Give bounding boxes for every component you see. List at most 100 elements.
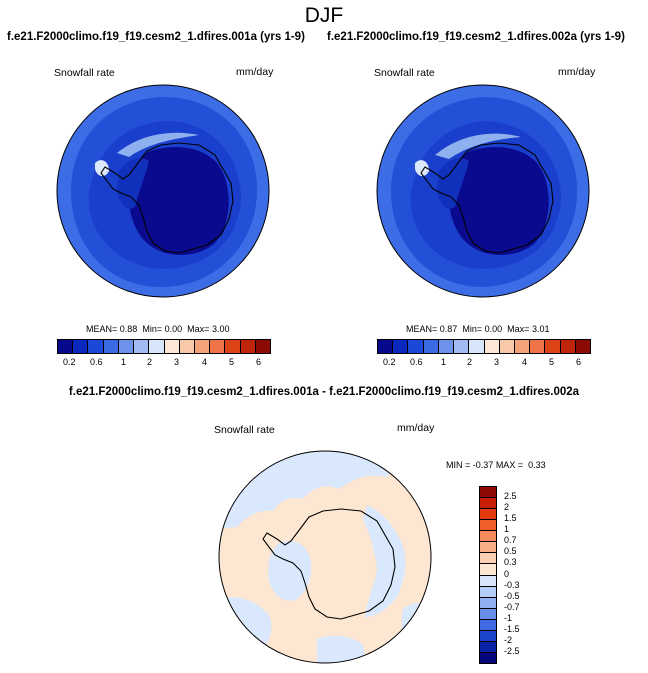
colorbar-right xyxy=(377,339,591,354)
pale-patch-west xyxy=(95,160,109,177)
stats-left: MEAN= 0.88 Min= 0.00 Max= 3.00 xyxy=(86,324,230,334)
colorbar-diff-tick: 2.5 xyxy=(504,491,517,501)
polar-map-left xyxy=(56,84,270,298)
colorbar-swatch xyxy=(103,340,119,353)
colorbar-diff-tick: -1.5 xyxy=(504,624,520,634)
colorbar-difference xyxy=(479,486,497,664)
variable-label-right: Snowfall rate xyxy=(374,67,435,79)
polar-map-difference xyxy=(218,450,432,664)
colorbar-swatch xyxy=(560,340,576,353)
colorbar-swatch xyxy=(194,340,211,353)
colorbar-swatch xyxy=(480,619,496,631)
colorbar-swatch xyxy=(480,487,496,499)
colorbar-left-tick: 0.6 xyxy=(90,357,103,367)
diff-field-cool xyxy=(317,635,365,663)
colorbar-swatch xyxy=(480,498,496,510)
colorbar-swatch xyxy=(575,340,591,353)
colorbar-swatch xyxy=(88,340,104,353)
diff-field-cool xyxy=(363,505,406,617)
colorbar-left-tick: 2 xyxy=(147,357,153,367)
colorbar-diff-tick: 1.5 xyxy=(504,513,517,523)
colorbar-swatch xyxy=(393,340,409,353)
colorbar-swatch xyxy=(408,340,424,353)
diff-field-cool xyxy=(401,603,431,663)
colorbar-swatch xyxy=(179,340,195,353)
colorbar-diff-tick: 0 xyxy=(504,569,510,579)
colorbar-swatch xyxy=(134,340,150,353)
colorbar-swatch xyxy=(480,553,496,565)
antarctic-dark-field xyxy=(117,158,149,209)
colorbar-diff-tick: -1 xyxy=(504,613,513,623)
colorbar-diff-tick: 2 xyxy=(504,502,510,512)
colorbar-diff-tick: 0.5 xyxy=(504,546,517,556)
stats-diff: MIN = -0.37 MAX = 0.33 xyxy=(446,460,546,470)
units-label-right: mm/day xyxy=(558,66,596,78)
colorbar-swatch xyxy=(210,340,226,353)
colorbar-diff-tick: -0.7 xyxy=(504,602,520,612)
antarctica-coastline xyxy=(100,142,234,254)
colorbar-swatch xyxy=(480,509,496,521)
panel-title-run-001a: f.e21.F2000climo.f19_f19.cesm2_1.dfires.… xyxy=(7,31,305,43)
colorbar-swatch xyxy=(480,542,496,554)
colorbar-swatch xyxy=(438,340,455,353)
colorbar-left-tick: 4 xyxy=(202,357,208,367)
colorbar-diff-tick: 0.3 xyxy=(504,557,517,567)
colorbar-swatch xyxy=(480,586,496,598)
colorbar-swatch xyxy=(530,340,546,353)
colorbar-right-tick: 5 xyxy=(549,357,555,367)
variable-label-left: Snowfall rate xyxy=(54,67,115,79)
colorbar-diff-tick: 0.7 xyxy=(504,535,517,545)
colorbar-diff-tick: 1 xyxy=(504,524,510,534)
colorbar-swatch xyxy=(164,340,180,353)
colorbar-diff-tick: -2 xyxy=(504,635,513,645)
variable-label-diff: Snowfall rate xyxy=(214,424,275,436)
colorbar-left-tick: 3 xyxy=(174,357,180,367)
colorbar-swatch xyxy=(480,608,496,620)
pale-band xyxy=(435,133,521,159)
panel-title-run-002a: f.e21.F2000climo.f19_f19.cesm2_1.dfires.… xyxy=(327,31,625,43)
colorbar-left-tick: 6 xyxy=(256,357,262,367)
colorbar-swatch xyxy=(240,340,256,353)
colorbar-swatch xyxy=(480,575,496,587)
colorbar-swatch xyxy=(58,340,74,353)
colorbar-swatch xyxy=(480,597,496,609)
antarctic-dark-field xyxy=(437,158,469,209)
colorbar-swatch xyxy=(378,340,394,353)
colorbar-right-tick: 2 xyxy=(467,357,473,367)
colorbar-right-tick: 0.2 xyxy=(383,357,396,367)
colorbar-swatch xyxy=(545,340,561,353)
colorbar-swatch xyxy=(480,531,496,543)
colorbar-swatch xyxy=(480,630,496,642)
pale-band xyxy=(117,132,199,157)
units-label-left: mm/day xyxy=(236,66,274,78)
colorbar-swatch xyxy=(480,641,496,653)
colorbar-swatch xyxy=(454,340,470,353)
antarctic-deep-field xyxy=(448,147,549,255)
colorbar-right-tick: 1 xyxy=(441,357,447,367)
colorbar-swatch xyxy=(499,340,515,353)
antarctic-deep-field xyxy=(128,147,229,255)
colorbar-diff-tick: -0.5 xyxy=(504,591,520,601)
colorbar-right-tick: 4 xyxy=(522,357,528,367)
colorbar-swatch xyxy=(149,340,165,353)
colorbar-left-tick: 1 xyxy=(121,357,127,367)
colorbar-swatch xyxy=(255,340,271,353)
antarctica-coastline xyxy=(262,508,396,620)
colorbar-left xyxy=(57,339,271,354)
colorbar-right-tick: 0.6 xyxy=(410,357,423,367)
colorbar-swatch xyxy=(480,652,496,663)
season-title: DJF xyxy=(304,4,344,27)
colorbar-right-tick: 6 xyxy=(576,357,582,367)
diff-field-cool xyxy=(268,540,312,601)
antarctica-coastline xyxy=(420,142,554,254)
colorbar-swatch xyxy=(484,340,500,353)
polar-map-right xyxy=(376,84,590,298)
colorbar-diff-tick: -2.5 xyxy=(504,646,520,656)
colorbar-swatch xyxy=(423,340,439,353)
colorbar-swatch xyxy=(480,520,496,532)
colorbar-left-tick: 0.2 xyxy=(63,357,76,367)
stats-right: MEAN= 0.87 Min= 0.00 Max= 3.01 xyxy=(406,324,550,334)
colorbar-right-tick: 3 xyxy=(494,357,500,367)
difference-title: f.e21.F2000climo.f19_f19.cesm2_1.dfires.… xyxy=(68,386,580,398)
colorbar-swatch xyxy=(469,340,485,353)
